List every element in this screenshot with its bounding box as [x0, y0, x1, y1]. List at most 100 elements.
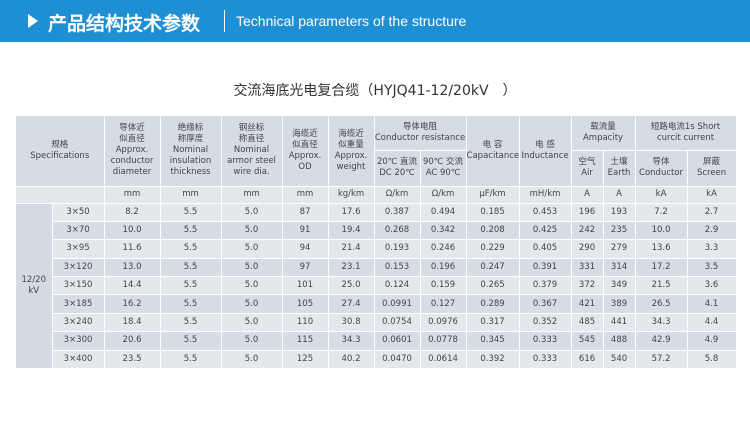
- value-cell: 0.333: [519, 350, 572, 370]
- value-cell: 13.0: [104, 258, 161, 278]
- value-cell: 16.2: [104, 294, 161, 314]
- ampacity-header: 载流量 Ampacity: [571, 116, 636, 151]
- value-cell: 0.193: [374, 239, 421, 259]
- table-row: 3×300 20.6 5.5 5.0 115 34.3 0.0601 0.0778 0.345 0…: [16, 331, 737, 351]
- value-cell: 5.0: [221, 313, 283, 333]
- parameters-table: 规格 Specifications 导体近 似直径 Approx. conductor…: [16, 116, 737, 370]
- sc-screen-header: 屏蔽 Screen: [687, 150, 737, 187]
- value-cell: 17.6: [328, 203, 375, 222]
- value-cell: 0.0470: [374, 350, 421, 370]
- value-cell: 0.185: [466, 203, 520, 222]
- value-cell: 0.425: [519, 221, 572, 241]
- value-cell: 0.367: [519, 294, 572, 314]
- value-cell: 26.5: [635, 294, 688, 314]
- inductance-header: 电 感 Inductance: [519, 116, 572, 187]
- value-cell: 40.2: [328, 350, 375, 370]
- table-row: 3×150 14.4 5.5 5.0 101 25.0 0.124 0.159 0.265 0.3…: [16, 276, 737, 296]
- header-divider: [224, 10, 225, 32]
- value-cell: 5.0: [221, 276, 283, 296]
- value-cell: 0.153: [374, 258, 421, 278]
- value-cell: 5.5: [160, 331, 222, 351]
- value-cell: 421: [571, 294, 604, 314]
- value-cell: 23.5: [104, 350, 161, 370]
- unit-cell: μF/km: [466, 186, 520, 204]
- value-cell: 4.9: [687, 331, 737, 351]
- value-cell: 115: [282, 331, 329, 351]
- value-cell: 0.246: [420, 239, 467, 259]
- value-cell: 5.8: [687, 350, 737, 370]
- units-row: mm mm mm mm kg/km Ω/km Ω/km μF/km mH/km …: [16, 186, 737, 204]
- size-cell: 3×70: [52, 221, 105, 241]
- arrow-icon: [28, 14, 38, 28]
- value-cell: 3.5: [687, 258, 737, 278]
- value-cell: 0.124: [374, 276, 421, 296]
- armor-header: 钢丝标 称直径 Nominal armor steel wire dia.: [221, 116, 283, 187]
- value-cell: 20.6: [104, 331, 161, 351]
- value-cell: 11.6: [104, 239, 161, 259]
- value-cell: 0.127: [420, 294, 467, 314]
- value-cell: 21.5: [635, 276, 688, 296]
- unit-cell: mm: [282, 186, 329, 204]
- value-cell: 57.2: [635, 350, 688, 370]
- size-cell: 3×240: [52, 313, 105, 333]
- value-cell: 0.333: [519, 331, 572, 351]
- value-cell: 0.208: [466, 221, 520, 241]
- value-cell: 17.2: [635, 258, 688, 278]
- value-cell: 42.9: [635, 331, 688, 351]
- value-cell: 34.3: [328, 331, 375, 351]
- short-circuit-header: 短路电流1s Short curcit current: [635, 116, 737, 151]
- value-cell: 0.392: [466, 350, 520, 370]
- value-cell: 372: [571, 276, 604, 296]
- value-cell: 0.268: [374, 221, 421, 241]
- value-cell: 18.4: [104, 313, 161, 333]
- value-cell: 5.5: [160, 350, 222, 370]
- value-cell: 0.196: [420, 258, 467, 278]
- value-cell: 10.0: [635, 221, 688, 241]
- weight-header: 海缆近 似重量 Approx. weight: [328, 116, 375, 187]
- value-cell: 25.0: [328, 276, 375, 296]
- value-cell: 349: [603, 276, 636, 296]
- value-cell: 331: [571, 258, 604, 278]
- unit-cell: A: [571, 186, 604, 204]
- size-cell: 3×120: [52, 258, 105, 278]
- table-row: 3×95 11.6 5.5 5.0 94 21.4 0.193 0.246 0.229 0.405…: [16, 239, 737, 259]
- value-cell: 5.5: [160, 313, 222, 333]
- sc-conductor-header: 导体 Conductor: [635, 150, 688, 187]
- value-cell: 10.0: [104, 221, 161, 241]
- res-ac-header: 90℃ 交流 AC 90℃: [420, 150, 467, 187]
- value-cell: 0.0754: [374, 313, 421, 333]
- value-cell: 0.0976: [420, 313, 467, 333]
- spec-header: 规格 Specifications: [16, 116, 105, 187]
- size-cell: 3×50: [52, 203, 105, 222]
- unit-cell: [16, 186, 105, 204]
- value-cell: 441: [603, 313, 636, 333]
- value-cell: 5.0: [221, 221, 283, 241]
- value-cell: 0.289: [466, 294, 520, 314]
- table-row: 3×120 13.0 5.5 5.0 97 23.1 0.153 0.196 0.247 0.39…: [16, 258, 737, 278]
- amp-earth-header: 土壤 Earth: [603, 150, 636, 187]
- value-cell: 30.8: [328, 313, 375, 333]
- value-cell: 0.494: [420, 203, 467, 222]
- value-cell: 94: [282, 239, 329, 259]
- header-title-en: Technical parameters of the structure: [236, 13, 467, 29]
- value-cell: 545: [571, 331, 604, 351]
- size-cell: 3×400: [52, 350, 105, 370]
- unit-cell: kg/km: [328, 186, 375, 204]
- value-cell: 3.3: [687, 239, 737, 259]
- value-cell: 0.391: [519, 258, 572, 278]
- value-cell: 105: [282, 294, 329, 314]
- size-cell: 3×150: [52, 276, 105, 296]
- value-cell: 5.5: [160, 258, 222, 278]
- value-cell: 91: [282, 221, 329, 241]
- value-cell: 389: [603, 294, 636, 314]
- unit-cell: mm: [221, 186, 283, 204]
- value-cell: 5.5: [160, 239, 222, 259]
- value-cell: 3.6: [687, 276, 737, 296]
- unit-cell: mm: [104, 186, 161, 204]
- value-cell: 5.0: [221, 294, 283, 314]
- value-cell: 0.0778: [420, 331, 467, 351]
- voltage-group-cell: 12/20 kV: [16, 203, 53, 370]
- unit-cell: kA: [687, 186, 737, 204]
- unit-cell: Ω/km: [374, 186, 421, 204]
- value-cell: 0.265: [466, 276, 520, 296]
